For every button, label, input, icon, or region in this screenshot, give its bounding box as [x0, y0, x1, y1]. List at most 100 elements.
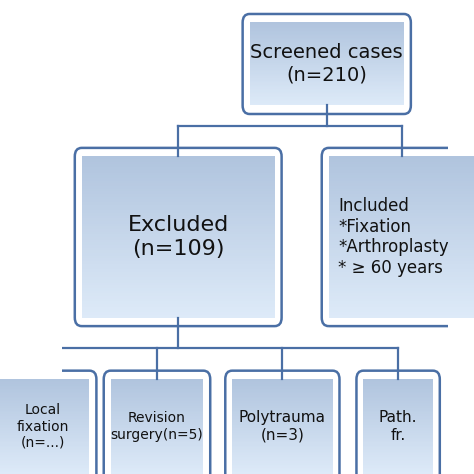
Bar — [328, 288, 474, 291]
Bar — [82, 288, 274, 291]
Bar — [0, 459, 90, 461]
Bar — [328, 272, 474, 274]
Bar — [0, 451, 90, 454]
Bar — [0, 444, 90, 446]
Bar — [328, 161, 474, 164]
Bar — [110, 455, 203, 456]
Bar — [328, 247, 474, 250]
Bar — [328, 290, 474, 293]
Bar — [250, 25, 404, 27]
Bar — [82, 306, 274, 310]
Bar — [328, 210, 474, 213]
Bar — [328, 261, 474, 264]
Bar — [232, 445, 333, 447]
Bar — [328, 255, 474, 258]
Bar — [364, 428, 433, 430]
Bar — [82, 272, 274, 274]
Bar — [250, 100, 404, 101]
Bar — [250, 48, 404, 50]
Bar — [232, 407, 333, 409]
Bar — [110, 450, 203, 452]
Bar — [232, 450, 333, 452]
Bar — [232, 440, 333, 442]
Bar — [110, 447, 203, 449]
Bar — [364, 467, 433, 469]
Bar — [110, 398, 203, 400]
Bar — [110, 410, 203, 412]
Bar — [232, 472, 333, 474]
Bar — [250, 69, 404, 71]
Bar — [82, 218, 274, 221]
Bar — [110, 394, 203, 397]
Bar — [328, 301, 474, 304]
Bar — [364, 382, 433, 384]
Bar — [0, 463, 90, 465]
Bar — [0, 409, 90, 411]
Bar — [110, 390, 203, 392]
Bar — [364, 409, 433, 411]
Bar — [364, 445, 433, 447]
Bar — [110, 467, 203, 469]
Bar — [250, 98, 404, 100]
Bar — [328, 253, 474, 256]
Bar — [110, 380, 203, 383]
Bar — [364, 440, 433, 442]
Bar — [328, 264, 474, 266]
Text: Path.
fr.: Path. fr. — [379, 410, 418, 443]
Bar — [82, 280, 274, 283]
Bar — [250, 66, 404, 68]
Bar — [364, 390, 433, 392]
Bar — [232, 415, 333, 417]
Bar — [328, 306, 474, 310]
Bar — [0, 423, 90, 425]
Bar — [328, 242, 474, 245]
Bar — [364, 413, 433, 416]
Bar — [0, 380, 90, 383]
Bar — [232, 380, 333, 383]
Bar — [110, 439, 203, 441]
Bar — [232, 385, 333, 387]
Bar — [0, 461, 90, 463]
Bar — [232, 463, 333, 465]
Bar — [0, 442, 90, 444]
Bar — [250, 41, 404, 43]
Bar — [232, 436, 333, 438]
Bar — [328, 220, 474, 224]
Bar — [82, 183, 274, 186]
Bar — [250, 62, 404, 64]
Bar — [364, 392, 433, 393]
Bar — [364, 447, 433, 449]
Bar — [232, 442, 333, 444]
Bar — [0, 437, 90, 439]
Bar — [82, 261, 274, 264]
Bar — [82, 220, 274, 224]
Bar — [110, 434, 203, 436]
Bar — [0, 421, 90, 423]
Bar — [82, 191, 274, 194]
Bar — [232, 453, 333, 455]
Bar — [250, 47, 404, 49]
Bar — [364, 439, 433, 441]
Bar — [0, 439, 90, 441]
Bar — [0, 450, 90, 452]
Bar — [0, 469, 90, 471]
Bar — [110, 401, 203, 403]
Bar — [250, 82, 404, 83]
Bar — [328, 188, 474, 191]
Bar — [250, 29, 404, 31]
Bar — [82, 204, 274, 208]
Bar — [110, 432, 203, 435]
Bar — [328, 258, 474, 261]
Bar — [232, 390, 333, 392]
Bar — [0, 425, 90, 427]
Bar — [82, 250, 274, 253]
Bar — [328, 199, 474, 202]
Bar — [250, 26, 404, 28]
Bar — [110, 399, 203, 401]
Bar — [82, 242, 274, 245]
Bar — [250, 71, 404, 73]
Bar — [328, 164, 474, 167]
Bar — [232, 432, 333, 435]
Bar — [0, 456, 90, 458]
Bar — [364, 444, 433, 446]
